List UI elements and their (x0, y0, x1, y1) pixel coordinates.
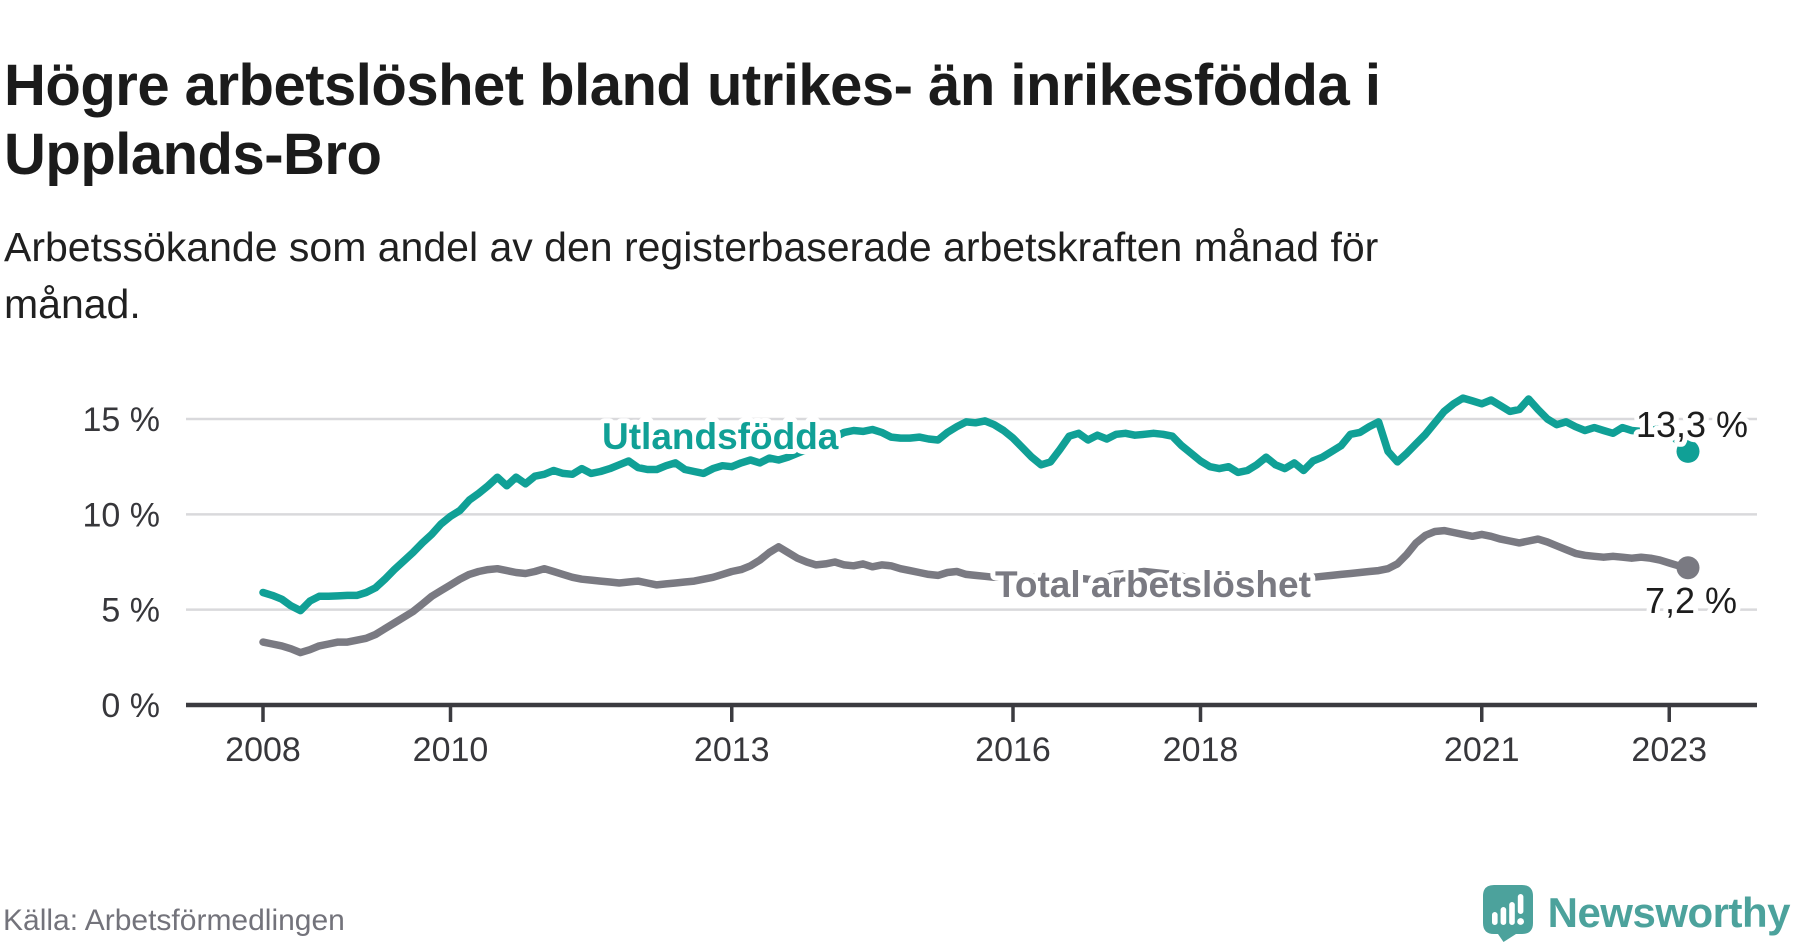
speech-bubble-shape (1482, 885, 1533, 942)
subtitle-line-1: Arbetssökande som andel av den registerb… (4, 224, 1379, 270)
page-title: Högre arbetslöshet bland utrikes- än inr… (4, 51, 1764, 189)
y-tick-label: 15 % (83, 401, 161, 439)
bar-chart-bar-3 (1508, 902, 1515, 925)
series-label-utlandsfodda: Utlandsfödda (602, 416, 839, 457)
x-tick-label: 2021 (1444, 731, 1520, 769)
series-end-dot-total-arbetsloshet (1676, 556, 1700, 580)
x-tick-label: 2023 (1631, 731, 1707, 769)
x-tick-label: 2018 (1163, 731, 1239, 769)
bar-chart-bar-1 (1491, 912, 1498, 925)
end-value-label-utlandsfodda: 13,3 % (1636, 404, 1748, 445)
y-tick-label: 0 % (101, 687, 160, 725)
title-line-1: Högre arbetslöshet bland utrikes- än inr… (4, 52, 1381, 118)
y-tick-label: 5 % (101, 592, 160, 630)
series-end-dot-utlandsfodda (1676, 439, 1700, 463)
x-tick-label: 2013 (694, 731, 770, 769)
x-tick-label: 2016 (975, 731, 1051, 769)
newsworthy-logo: Newsworthy (1482, 884, 1791, 942)
subtitle-line-2: månad. (4, 281, 141, 327)
x-tick-label: 2008 (225, 731, 301, 769)
end-value-label-total-arbetsloshet: 7,2 % (1645, 580, 1737, 621)
newsworthy-wordmark: Newsworthy (1547, 889, 1791, 936)
newsworthy-logo-icon (1482, 885, 1533, 942)
series-line-total-arbetsloshet (259, 526, 1692, 657)
y-tick-label: 10 % (83, 496, 161, 534)
bar-chart-bar-2 (1500, 907, 1506, 925)
title-line-2: Upplands-Bro (4, 121, 382, 187)
series-line-utlandsfodda (259, 394, 1692, 615)
exclamation-bar (1517, 894, 1524, 914)
series-label-total-arbetsloshet: Total arbetslöshet (995, 564, 1311, 605)
x-tick-label: 2010 (413, 731, 489, 769)
chart-subtitle: Arbetssökande som andel av den registerb… (4, 219, 1764, 333)
exclamation-dot (1516, 918, 1524, 925)
source-note: Källa: Arbetsförmedlingen (3, 904, 345, 937)
